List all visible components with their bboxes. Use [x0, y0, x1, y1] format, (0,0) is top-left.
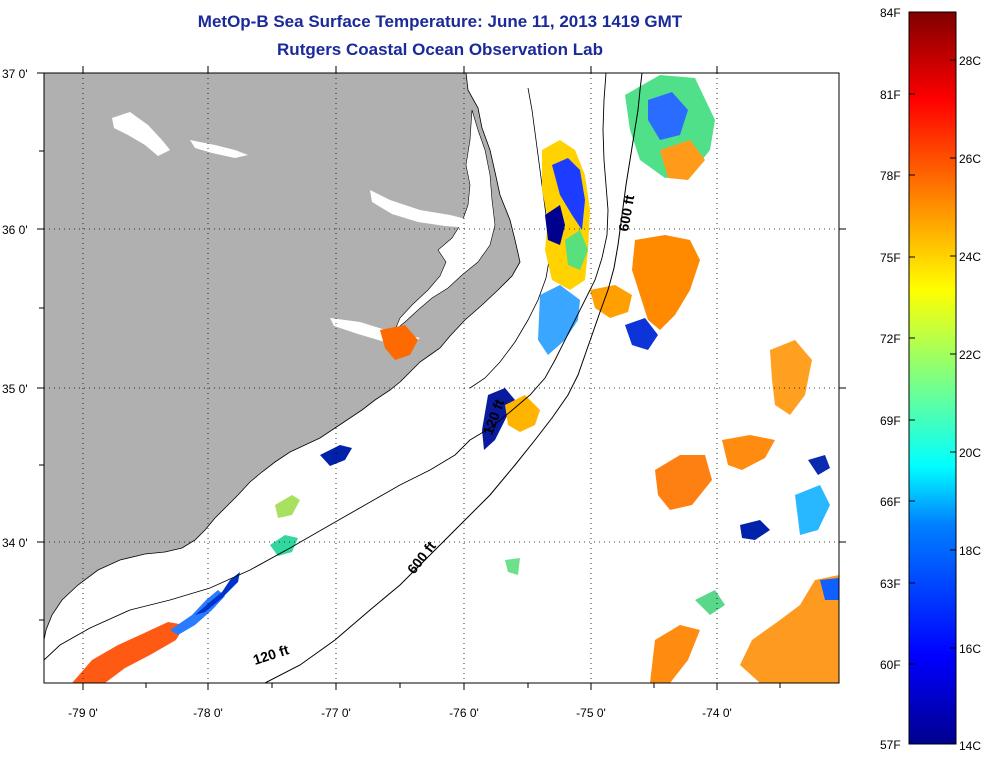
- lake: [112, 112, 170, 156]
- colorbar-label-c: 28C: [959, 54, 981, 68]
- lon-label: -77 0': [321, 706, 351, 720]
- lat-label: 36 0': [2, 223, 28, 237]
- colorbar: [908, 11, 957, 745]
- colorbar-label-f: 57F: [880, 738, 901, 752]
- graticule: [44, 73, 839, 683]
- lon-label: -78 0': [193, 706, 223, 720]
- lat-label: 34 0': [2, 536, 28, 550]
- tick-marks: [37, 66, 846, 690]
- colorbar-label-c: 20C: [959, 446, 981, 460]
- colorbar-label-f: 66F: [880, 495, 901, 509]
- lon-label: -74 0': [702, 706, 732, 720]
- map-frame: [43, 72, 840, 684]
- colorbar-label-c: 24C: [959, 250, 981, 264]
- map-subtitle: Rutgers Coastal Ocean Observation Lab: [277, 40, 603, 59]
- colorbar-label-c: 14C: [959, 739, 981, 753]
- colorbar-label-c: 26C: [959, 152, 981, 166]
- colorbar-label-f: 84F: [880, 6, 901, 20]
- map-title: MetOp-B Sea Surface Temperature: June 11…: [197, 12, 683, 31]
- colorbar-label-f: 78F: [880, 169, 901, 183]
- lon-label: -75 0': [576, 706, 606, 720]
- colorbar-label-f: 63F: [880, 577, 901, 591]
- colorbar-label-f: 81F: [880, 88, 901, 102]
- colorbar-label-f: 69F: [880, 414, 901, 428]
- inlet-river: [370, 190, 470, 228]
- barrier-island: [469, 87, 551, 389]
- lake: [190, 140, 248, 158]
- colorbar-label-f: 72F: [880, 332, 901, 346]
- lon-label: -79 0': [68, 706, 98, 720]
- contour-600ft-line: [264, 73, 643, 683]
- colorbar-label-c: 22C: [959, 348, 981, 362]
- colorbar-label-f: 75F: [880, 251, 901, 265]
- colorbar-ticks: [909, 11, 956, 745]
- colorbar-label-c: 16C: [959, 642, 981, 656]
- lat-label: 37 0': [2, 67, 28, 81]
- lon-label: -76 0': [449, 706, 479, 720]
- contour-120ft-line: [44, 73, 609, 661]
- contour-label-600ft-north: 600 ft: [615, 193, 637, 232]
- lat-label: 35 0': [2, 382, 28, 396]
- colorbar-label-f: 60F: [880, 658, 901, 672]
- sst-overlay: [72, 75, 839, 683]
- colorbar-label-c: 18C: [959, 544, 981, 558]
